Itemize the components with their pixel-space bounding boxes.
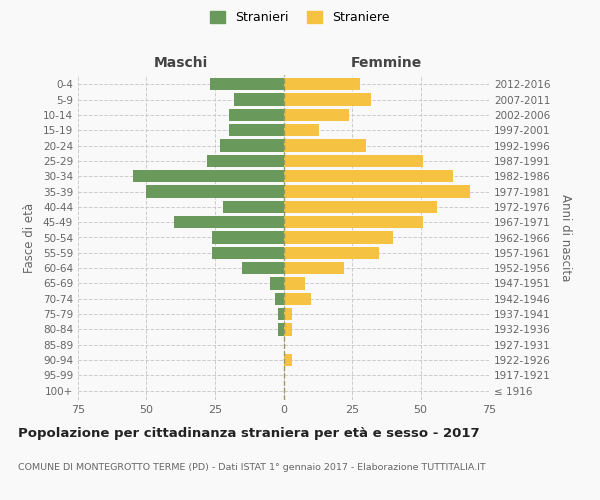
Bar	[275, 292, 284, 305]
Bar	[207, 154, 284, 167]
Bar	[209, 78, 284, 90]
Bar	[284, 140, 366, 151]
Bar	[242, 262, 284, 274]
Bar	[284, 170, 454, 182]
Bar	[284, 154, 423, 167]
Y-axis label: Fasce di età: Fasce di età	[23, 202, 36, 272]
Bar	[174, 216, 284, 228]
Bar	[223, 200, 284, 213]
Bar	[284, 246, 379, 259]
Bar	[220, 140, 284, 151]
Text: COMUNE DI MONTEGROTTO TERME (PD) - Dati ISTAT 1° gennaio 2017 - Elaborazione TUT: COMUNE DI MONTEGROTTO TERME (PD) - Dati …	[18, 462, 486, 471]
Bar	[284, 262, 344, 274]
Bar	[284, 278, 305, 289]
Legend: Stranieri, Straniere: Stranieri, Straniere	[205, 6, 395, 29]
Bar	[229, 124, 284, 136]
Bar	[284, 94, 371, 106]
Bar	[284, 200, 437, 213]
Bar	[284, 324, 292, 336]
Bar	[212, 246, 284, 259]
Bar	[284, 108, 349, 121]
Bar	[284, 354, 292, 366]
Bar	[284, 216, 423, 228]
Bar	[270, 278, 284, 289]
Y-axis label: Anni di nascita: Anni di nascita	[559, 194, 572, 281]
Text: Femmine: Femmine	[350, 56, 422, 70]
Bar	[133, 170, 284, 182]
Bar	[278, 308, 284, 320]
Bar	[234, 94, 284, 106]
Bar	[284, 308, 292, 320]
Bar	[278, 324, 284, 336]
Bar	[284, 124, 319, 136]
Text: Popolazione per cittadinanza straniera per età e sesso - 2017: Popolazione per cittadinanza straniera p…	[18, 428, 479, 440]
Bar	[284, 292, 311, 305]
Bar	[284, 186, 470, 198]
Text: Maschi: Maschi	[154, 56, 208, 70]
Bar	[229, 108, 284, 121]
Bar	[284, 232, 393, 243]
Bar	[212, 232, 284, 243]
Bar	[146, 186, 284, 198]
Bar	[284, 78, 360, 90]
